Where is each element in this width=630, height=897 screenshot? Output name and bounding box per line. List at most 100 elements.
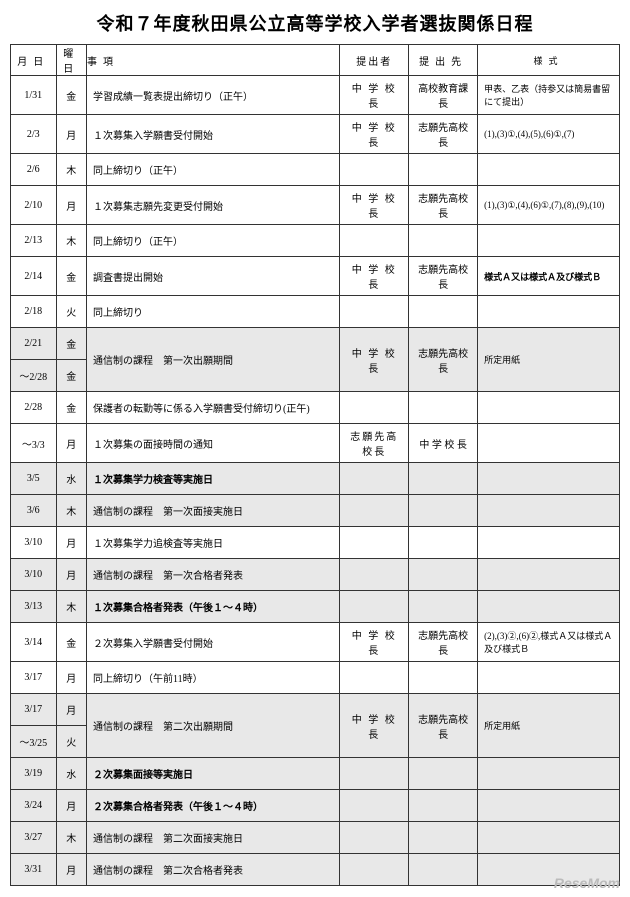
cell — [478, 463, 620, 495]
cell: 3/14 — [11, 623, 57, 662]
cell — [340, 758, 409, 790]
table-row: ～3/3月１次募集の面接時間の通知志願先高校長中 学 校 長 — [11, 424, 620, 463]
cell: 志願先高校長 — [409, 623, 478, 662]
cell: 木 — [56, 225, 86, 257]
cell: (1),(3)①,(4),(6)①,(7),(8),(9),(10) — [478, 186, 620, 225]
cell: 中 学 校 長 — [340, 115, 409, 154]
table-row: 2/13木同上締切り（正午） — [11, 225, 620, 257]
table-row: 3/17月同上締切り（午前11時） — [11, 662, 620, 694]
cell: 3/13 — [11, 591, 57, 623]
cell: 3/27 — [11, 822, 57, 854]
cell: 中 学 校 長 — [340, 76, 409, 115]
cell — [409, 463, 478, 495]
cell — [478, 154, 620, 186]
cell: 3/17 — [11, 694, 57, 726]
cell — [409, 758, 478, 790]
cell: 火 — [56, 296, 86, 328]
cell: 2/13 — [11, 225, 57, 257]
cell: 月 — [56, 424, 86, 463]
cell — [409, 154, 478, 186]
cell: 月 — [56, 662, 86, 694]
cell: 月 — [56, 559, 86, 591]
cell: 2/14 — [11, 257, 57, 296]
cell: 3/10 — [11, 527, 57, 559]
table-row: 3/13木１次募集合格者発表（午後１～４時） — [11, 591, 620, 623]
cell: 同上締切り（正午） — [86, 225, 339, 257]
cell: (1),(3)①,(4),(5),(6)①,(7) — [478, 115, 620, 154]
cell — [478, 822, 620, 854]
schedule-table: 月日 曜日 事項 提出者 提出先 様式 1/31金学習成績一覧表提出締切り（正午… — [10, 44, 620, 886]
cell: １次募集志願先変更受付開始 — [86, 186, 339, 225]
cell — [340, 495, 409, 527]
cell — [478, 424, 620, 463]
cell: 月 — [56, 186, 86, 225]
cell: 3/10 — [11, 559, 57, 591]
cell — [409, 392, 478, 424]
page-title: 令和７年度秋田県公立高等学校入学者選抜関係日程 — [10, 10, 620, 36]
cell — [340, 392, 409, 424]
table-row: 2/6木同上締切り（正午） — [11, 154, 620, 186]
cell: 月 — [56, 527, 86, 559]
cell: 調査書提出開始 — [86, 257, 339, 296]
cell: 1/31 — [11, 76, 57, 115]
cell — [409, 559, 478, 591]
cell — [478, 758, 620, 790]
cell: 志願先高校長 — [409, 257, 478, 296]
cell: 2/18 — [11, 296, 57, 328]
cell: 所定用紙 — [478, 694, 620, 758]
cell: 木 — [56, 822, 86, 854]
cell: ～3/25 — [11, 726, 57, 758]
cell: 中 学 校 長 — [409, 424, 478, 463]
header-form: 様式 — [478, 45, 620, 76]
cell: ２次募集合格者発表（午後１～４時） — [86, 790, 339, 822]
cell: 志願先高校長 — [409, 328, 478, 392]
table-body: 1/31金学習成績一覧表提出締切り（正午）中 学 校 長高校教育課長甲表、乙表（… — [11, 76, 620, 886]
table-row: 2/14金調査書提出開始中 学 校 長志願先高校長様式Ａ又は様式Ａ及び様式Ｂ — [11, 257, 620, 296]
cell: 志願先高校長 — [409, 115, 478, 154]
cell: 金 — [56, 392, 86, 424]
header-day: 曜日 — [56, 45, 86, 76]
cell — [409, 662, 478, 694]
cell — [409, 591, 478, 623]
cell: 通信制の課程 第二次出願期間 — [86, 694, 339, 758]
cell: 3/6 — [11, 495, 57, 527]
cell: 高校教育課長 — [409, 76, 478, 115]
cell — [340, 559, 409, 591]
cell: 金 — [56, 257, 86, 296]
cell: 2/21 — [11, 328, 57, 360]
table-row: 3/19水２次募集面接等実施日 — [11, 758, 620, 790]
cell — [340, 154, 409, 186]
cell: 月 — [56, 115, 86, 154]
cell: 中 学 校 長 — [340, 328, 409, 392]
cell: 3/5 — [11, 463, 57, 495]
cell: 金 — [56, 623, 86, 662]
cell: ～2/28 — [11, 360, 57, 392]
cell: 通信制の課程 第一次出願期間 — [86, 328, 339, 392]
header-item: 事項 — [86, 45, 339, 76]
cell: 金 — [56, 360, 86, 392]
cell: 様式Ａ又は様式Ａ及び様式Ｂ — [478, 257, 620, 296]
cell: 2/3 — [11, 115, 57, 154]
header-row: 月日 曜日 事項 提出者 提出先 様式 — [11, 45, 620, 76]
cell — [409, 790, 478, 822]
cell: 所定用紙 — [478, 328, 620, 392]
table-row: 2/21金通信制の課程 第一次出願期間中 学 校 長志願先高校長所定用紙 — [11, 328, 620, 360]
table-row: 1/31金学習成績一覧表提出締切り（正午）中 学 校 長高校教育課長甲表、乙表（… — [11, 76, 620, 115]
table-row: 2/10月１次募集志願先変更受付開始中 学 校 長志願先高校長(1),(3)①,… — [11, 186, 620, 225]
cell — [478, 527, 620, 559]
cell: 志願先高校長 — [409, 694, 478, 758]
cell — [409, 822, 478, 854]
cell — [478, 662, 620, 694]
cell: 保護者の転勤等に係る入学願書受付締切り(正午) — [86, 392, 339, 424]
table-row: 3/27木通信制の課程 第二次面接実施日 — [11, 822, 620, 854]
cell — [340, 463, 409, 495]
cell: 学習成績一覧表提出締切り（正午） — [86, 76, 339, 115]
cell: ～3/3 — [11, 424, 57, 463]
cell — [340, 662, 409, 694]
cell: 中 学 校 長 — [340, 694, 409, 758]
cell — [478, 790, 620, 822]
cell: 中 学 校 長 — [340, 623, 409, 662]
cell: 3/24 — [11, 790, 57, 822]
cell: 木 — [56, 154, 86, 186]
cell — [409, 854, 478, 886]
